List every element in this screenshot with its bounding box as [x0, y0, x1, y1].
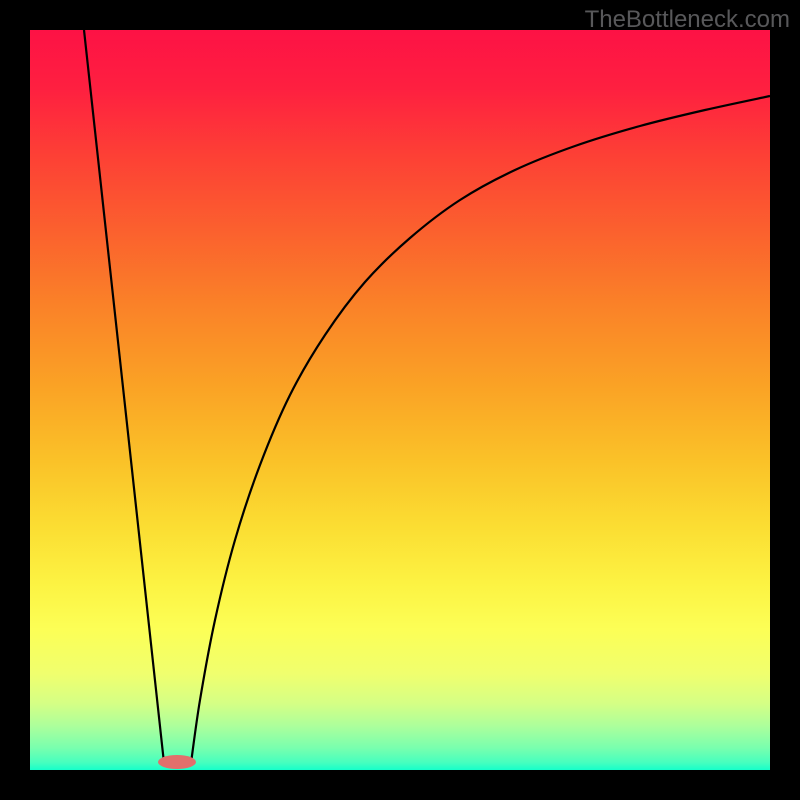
watermark-text: TheBottleneck.com: [585, 6, 790, 34]
valley-marker: [158, 755, 196, 769]
chart-plot-area: [30, 30, 770, 770]
chart-container: TheBottleneck.com: [0, 0, 800, 800]
bottleneck-chart: [0, 0, 800, 800]
